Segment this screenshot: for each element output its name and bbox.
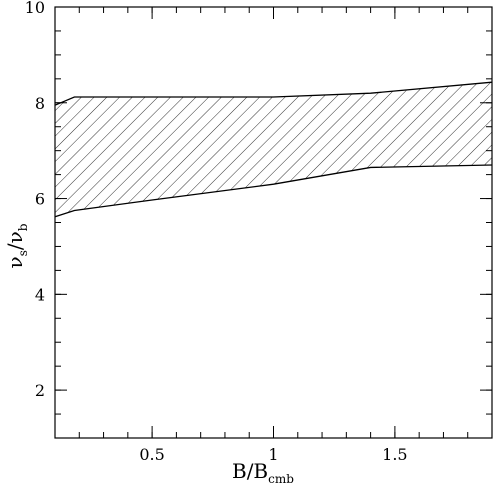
band-layer [54, 81, 493, 218]
lower-bound-line [54, 164, 493, 218]
upper-bound-line [54, 81, 493, 106]
y-tick-label: 6 [35, 190, 45, 209]
y-tick-label: 2 [35, 381, 45, 400]
ticks-layer [54, 6, 493, 439]
x-tick-label: 1.5 [382, 445, 407, 464]
x-axis-label: B/Bcmb [232, 459, 294, 486]
x-tick-label: 0.5 [139, 445, 164, 464]
y-tick-label: 4 [35, 285, 45, 304]
labels-layer: 0.5 1 1.5 2 4 6 8 10 [25, 0, 408, 464]
y-tick-label: 8 [35, 94, 45, 113]
y-axis-label: νs/νb [3, 223, 30, 268]
y-tick-label: 10 [25, 0, 45, 17]
plot-frame [54, 6, 493, 439]
x-tick-label: 1 [268, 445, 278, 464]
hatched-band [55, 82, 492, 217]
